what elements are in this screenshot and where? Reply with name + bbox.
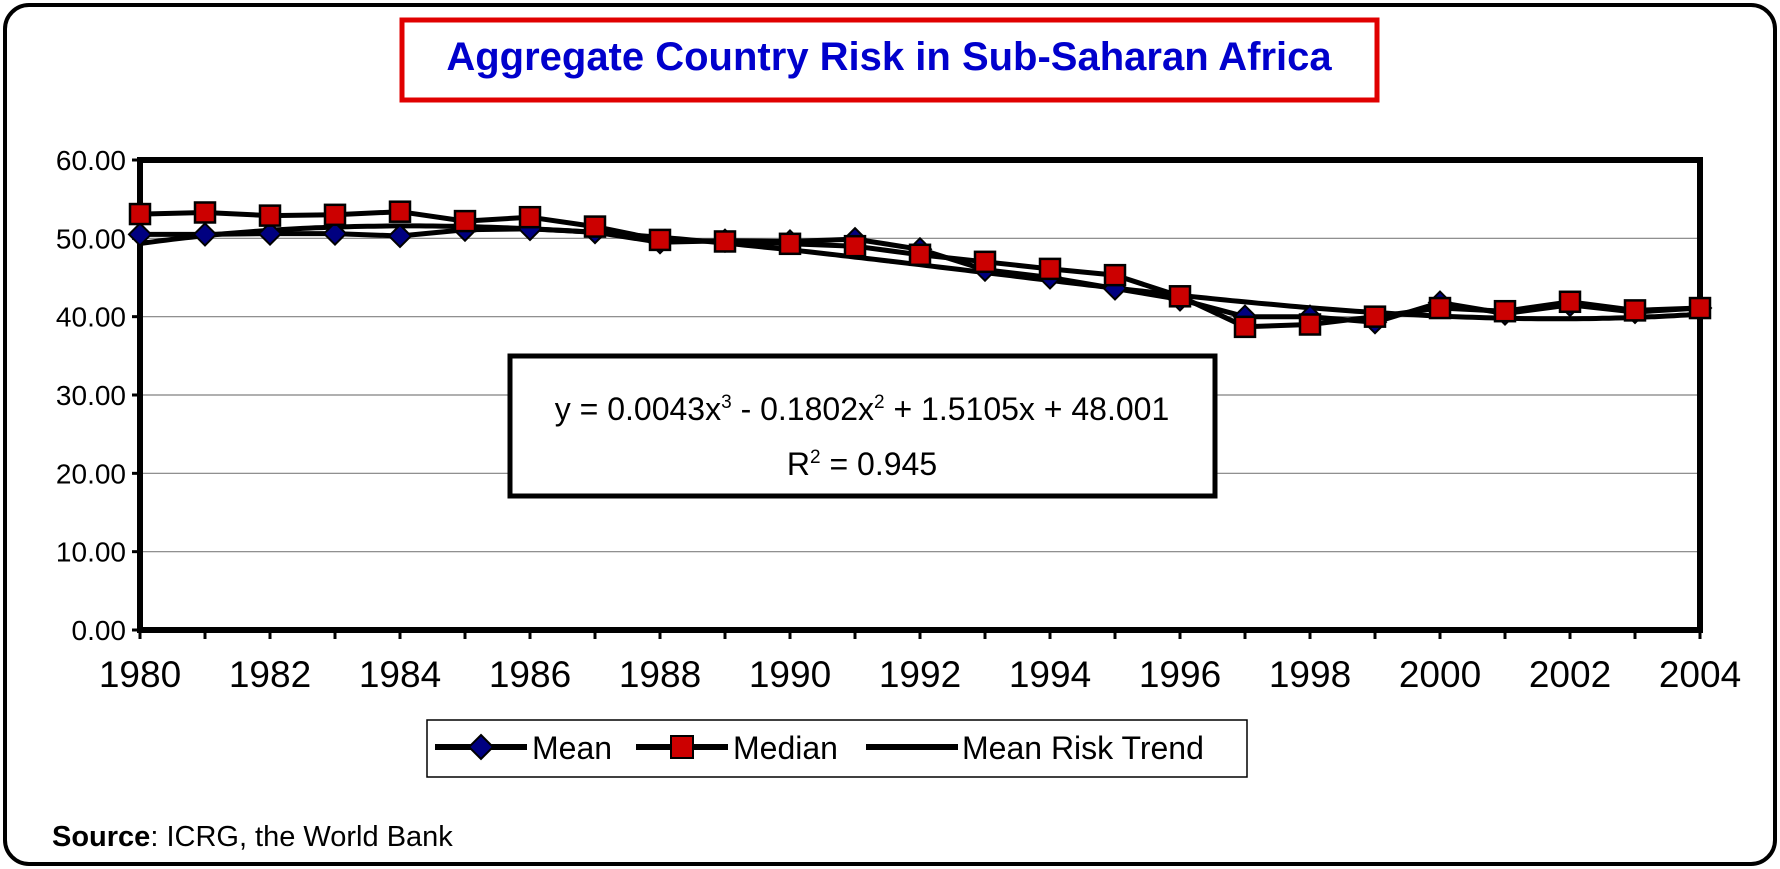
- x-axis-ticks: 1980 1982 1984 1986 1988 1990 1992 1994 1996 1998…: [99, 630, 1741, 695]
- median-point: [388, 200, 412, 223]
- eq-exp2: 2: [874, 392, 885, 413]
- y-tick-label: 40.00: [56, 302, 126, 333]
- median-point: [453, 209, 477, 233]
- median-point: [713, 230, 737, 253]
- y-tick-label: 50.00: [56, 223, 126, 254]
- mean-point: [257, 221, 283, 247]
- x-tick-label: 1984: [359, 654, 441, 695]
- median-point: [1298, 313, 1322, 336]
- median-point: [258, 204, 282, 227]
- median-point: [193, 201, 217, 224]
- median-point: [1623, 299, 1647, 322]
- mean-point: [192, 222, 218, 247]
- median-point: [323, 203, 347, 227]
- y-tick-label: 0.00: [72, 615, 127, 646]
- x-tick-label: 1988: [619, 654, 701, 695]
- median-point: [583, 215, 607, 238]
- x-tick-label: 1998: [1269, 654, 1351, 695]
- mean-point: [322, 221, 348, 247]
- eq-mid: - 0.1802x: [732, 391, 874, 427]
- x-tick-label: 2000: [1399, 654, 1481, 695]
- legend-mean-label: Mean: [532, 730, 612, 766]
- trend-equation: y = 0.0043x3 - 0.1802x2 + 1.5105x + 48.0…: [555, 391, 1170, 427]
- legend-median-label: Median: [733, 730, 838, 766]
- legend-box: [426, 719, 1248, 778]
- eq-exp1: 3: [721, 392, 732, 413]
- x-tick-label: 1982: [229, 654, 311, 695]
- median-point: [1363, 305, 1387, 328]
- median-point: [1038, 257, 1062, 281]
- median-point: [843, 234, 867, 258]
- r2-exp: 2: [810, 447, 821, 468]
- median-point: [1688, 296, 1712, 320]
- median-point: [1493, 299, 1517, 323]
- source-label: Source: [52, 821, 150, 853]
- median-point: [648, 228, 672, 252]
- x-tick-label: 1992: [879, 654, 961, 695]
- y-tick-label: 60.00: [56, 145, 126, 176]
- y-tick-label: 10.00: [56, 537, 126, 568]
- r-squared: R2 = 0.945: [787, 446, 937, 482]
- x-tick-label: 1996: [1139, 654, 1221, 695]
- median-point: [1168, 285, 1192, 308]
- median-point: [908, 243, 932, 267]
- median-point: [1428, 296, 1452, 320]
- median-point: [1103, 263, 1127, 287]
- mean-point: [387, 223, 413, 249]
- mean-point: [127, 222, 153, 247]
- legend-trend-label: Mean Risk Trend: [962, 730, 1204, 766]
- source-text: : ICRG, the World Bank: [150, 821, 453, 853]
- y-tick-label: 20.00: [56, 458, 126, 489]
- x-tick-label: 2002: [1529, 654, 1611, 695]
- chart-title: Aggregate Country Risk in Sub-Saharan Af…: [446, 35, 1332, 79]
- legend-mean-marker: [467, 733, 495, 761]
- r2-suffix: = 0.945: [821, 446, 938, 482]
- eq-suffix: + 1.5105x + 48.001: [885, 391, 1170, 427]
- legend-median-marker: [670, 735, 694, 759]
- title-box: [399, 17, 1380, 103]
- median-point: [518, 205, 542, 229]
- x-tick-label: 1986: [489, 654, 571, 695]
- x-tick-label: 1980: [99, 654, 181, 695]
- eq-prefix: y = 0.0043x: [555, 391, 721, 427]
- median-point: [1558, 290, 1582, 314]
- source-note: Source: ICRG, the World Bank: [52, 821, 453, 853]
- y-tick-label: 30.00: [56, 380, 126, 411]
- x-tick-label: 1990: [749, 654, 831, 695]
- median-series-line: [139, 209, 1701, 330]
- series-layer: [127, 200, 1713, 339]
- median-point: [778, 232, 802, 256]
- r2-prefix: R: [787, 446, 810, 482]
- y-axis-ticks: 0.00 10.00 20.00 30.00 40.00 50.00 60.00: [56, 145, 140, 646]
- median-point: [128, 202, 152, 226]
- trend-equation-box: [507, 353, 1218, 499]
- median-point: [1233, 315, 1257, 339]
- median-point: [973, 250, 997, 274]
- x-tick-label: 1994: [1009, 654, 1091, 695]
- x-tick-label: 2004: [1659, 654, 1741, 695]
